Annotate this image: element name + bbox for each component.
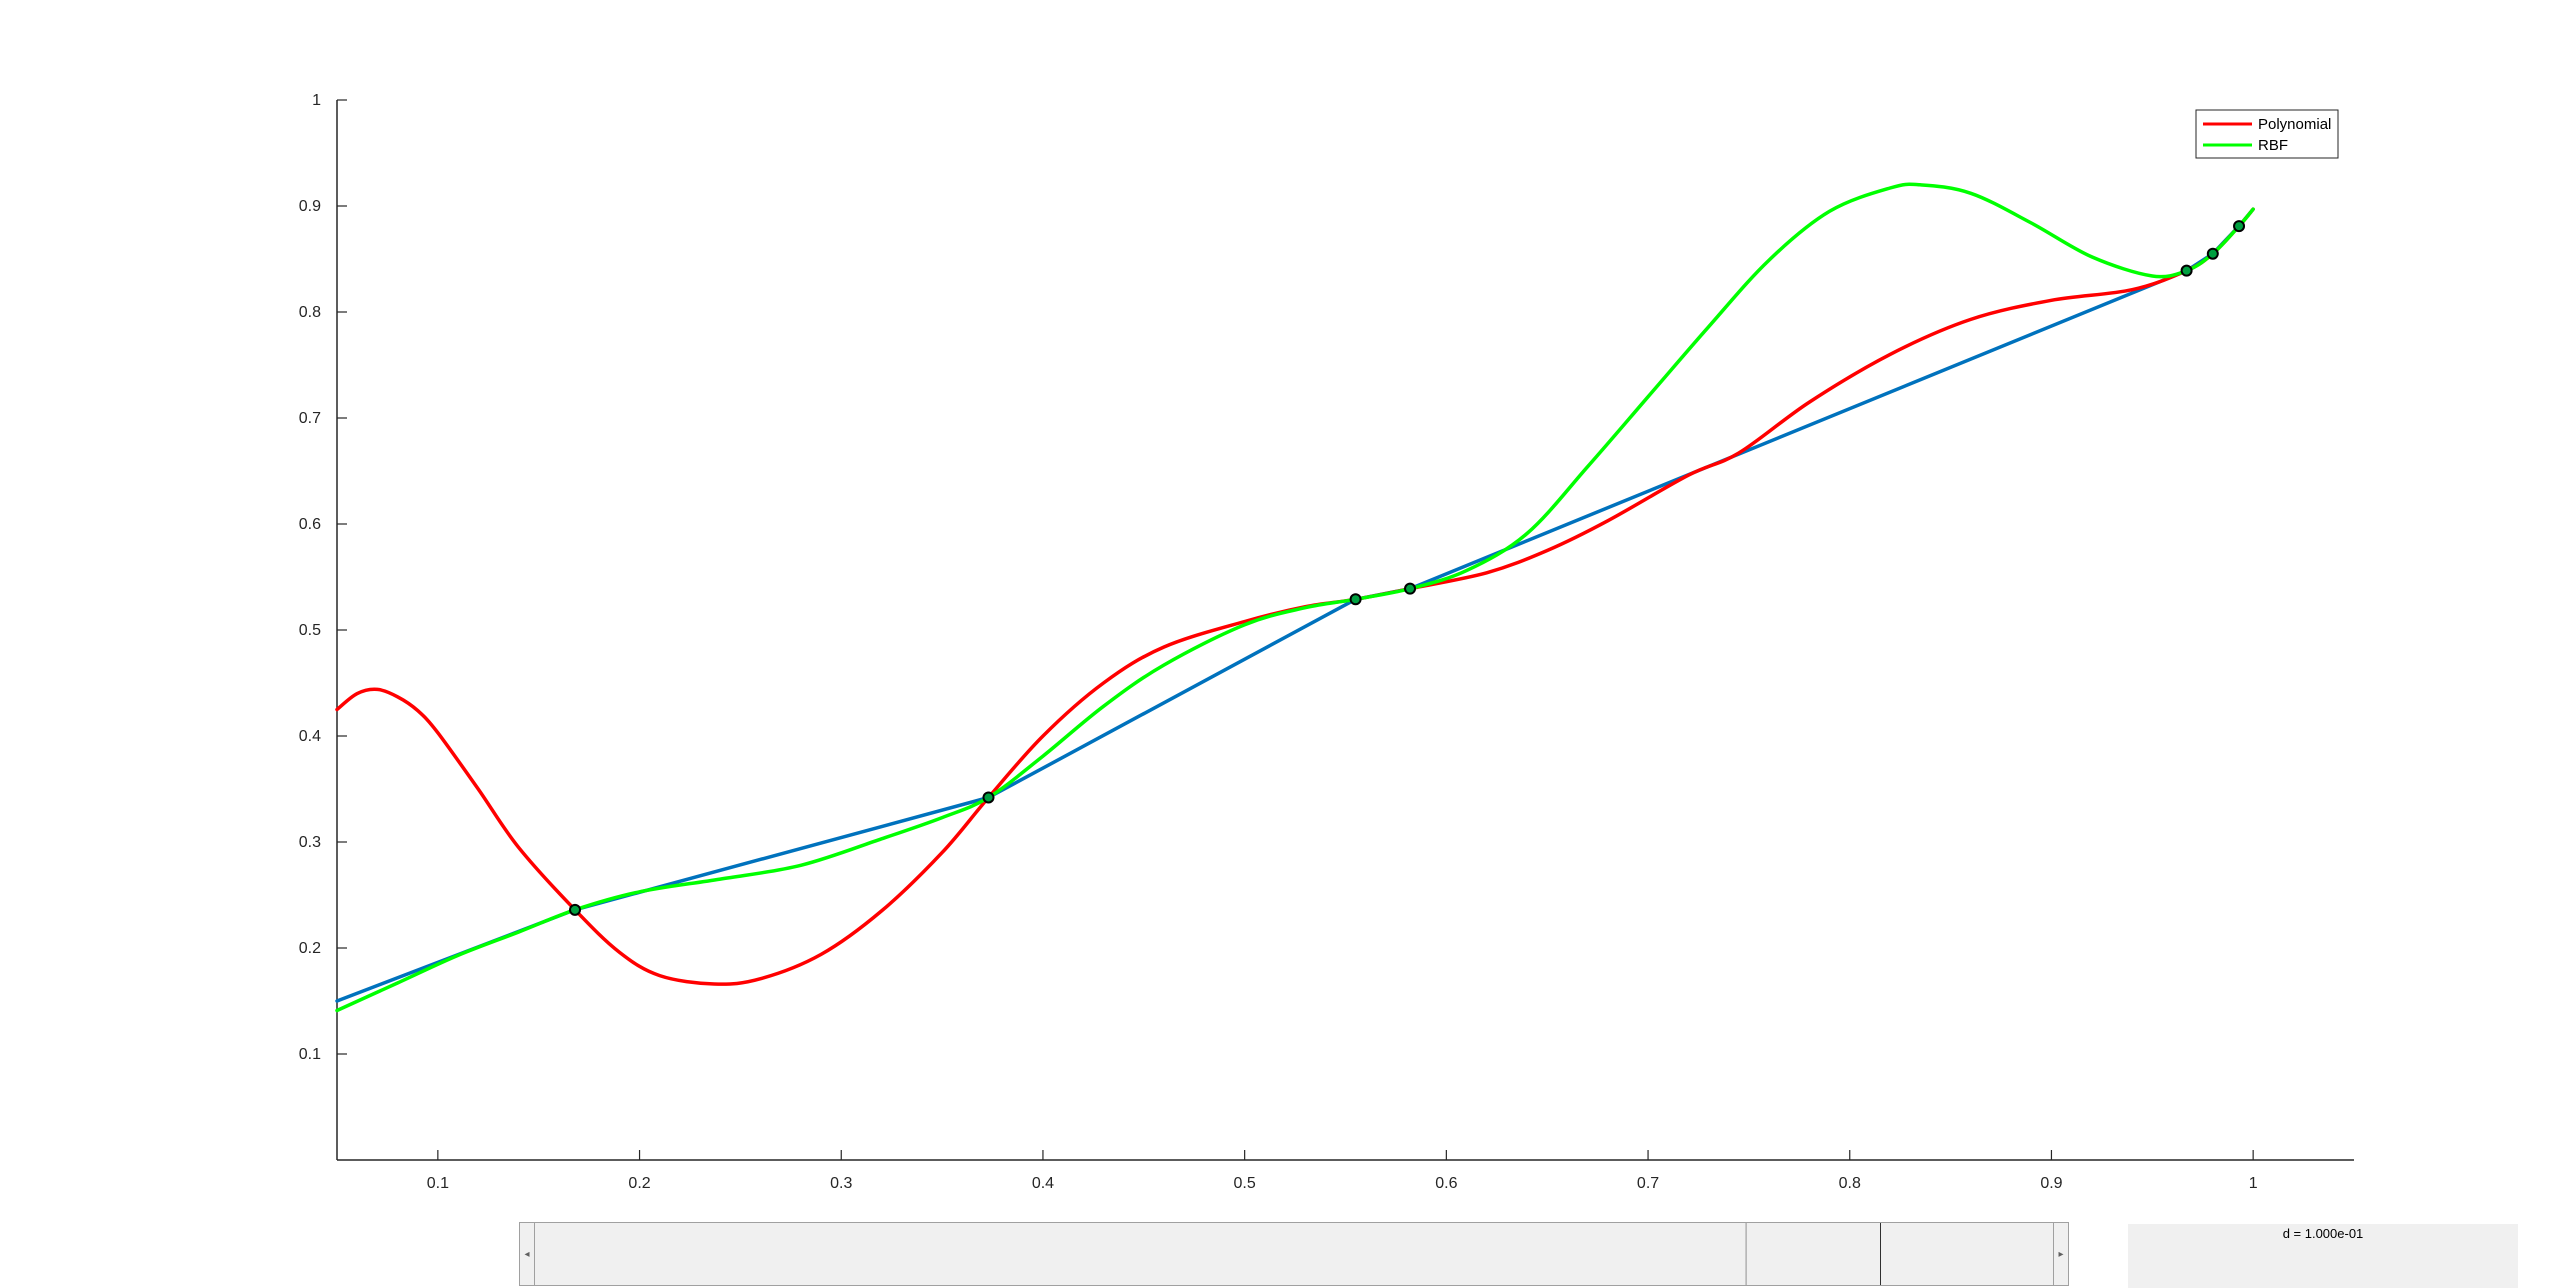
y-tick-label: 1 bbox=[312, 92, 321, 109]
data-point-marker bbox=[982, 791, 995, 804]
series-lines bbox=[335, 182, 2255, 1013]
data-point-marker bbox=[569, 903, 582, 916]
x-tick-label: 0.9 bbox=[2040, 1175, 2062, 1192]
d-value-box: d = 1.000e-01 bbox=[2128, 1224, 2518, 1288]
y-tick-label: 0.4 bbox=[299, 728, 321, 745]
x-tick-label: 0.3 bbox=[830, 1175, 852, 1192]
legend-label-rbf: RBF bbox=[2258, 137, 2288, 154]
data-point-marker bbox=[1349, 593, 1362, 606]
x-tick-label: 0.5 bbox=[1234, 1175, 1256, 1192]
data-point-marker bbox=[2206, 247, 2219, 260]
y-tick-label: 0.6 bbox=[299, 516, 321, 533]
slider-track-left[interactable] bbox=[535, 1223, 1746, 1285]
y-tick-label: 0.1 bbox=[299, 1046, 321, 1063]
d-slider[interactable]: ◂ ▸ bbox=[519, 1222, 2069, 1286]
series-line-poly bbox=[335, 207, 2255, 986]
legend: Polynomial RBF bbox=[2195, 109, 2339, 159]
y-tick-label: 0.7 bbox=[299, 410, 321, 427]
y-tick-label: 0.3 bbox=[299, 834, 321, 851]
y-tick-label: 0.2 bbox=[299, 940, 321, 957]
y-tick-label: 0.8 bbox=[299, 304, 321, 321]
x-tick-label: 0.4 bbox=[1032, 1175, 1054, 1192]
data-point-marker bbox=[2233, 220, 2246, 233]
legend-box bbox=[2195, 109, 2339, 159]
x-tick-label: 0.1 bbox=[427, 1175, 449, 1192]
slider-right-arrow-icon[interactable]: ▸ bbox=[2053, 1223, 2068, 1285]
ticks: 0.1 0.2 0.3 0.4 0.5 0.6 0.7 0.8 0.9 1 0.1 0.2 0.3 0.4… bbox=[299, 92, 2258, 1192]
series-line-rbf bbox=[335, 182, 2255, 1013]
data-points bbox=[569, 220, 2246, 916]
slider-thumb[interactable] bbox=[1746, 1223, 1881, 1285]
axes bbox=[336, 100, 2354, 1161]
y-tick-label: 0.9 bbox=[299, 198, 321, 215]
legend-label-polynomial: Polynomial bbox=[2258, 116, 2331, 133]
x-tick-label: 0.8 bbox=[1839, 1175, 1861, 1192]
data-point-marker bbox=[1404, 582, 1417, 595]
x-tick-label: 0.6 bbox=[1435, 1175, 1457, 1192]
x-tick-label: 0.2 bbox=[628, 1175, 650, 1192]
x-tick-label: 1 bbox=[2249, 1175, 2258, 1192]
x-tick-label: 0.7 bbox=[1637, 1175, 1659, 1192]
d-value-text: d = 1.000e-01 bbox=[2282, 1226, 2364, 1241]
series-line-linear bbox=[335, 207, 2255, 1003]
data-point-marker bbox=[2180, 264, 2193, 277]
slider-left-arrow-icon[interactable]: ◂ bbox=[520, 1223, 535, 1285]
y-tick-label: 0.5 bbox=[299, 622, 321, 639]
